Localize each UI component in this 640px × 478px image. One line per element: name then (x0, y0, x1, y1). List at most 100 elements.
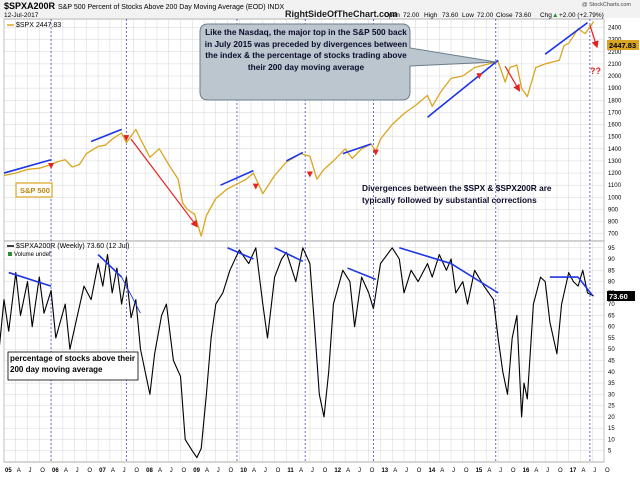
price-y-tick-label: 2100 (608, 62, 622, 68)
indicator-divergence-line (450, 262, 499, 294)
price-divergence-line (342, 143, 372, 155)
indicator-y-tick-label: 95 (608, 246, 615, 252)
divergence-lines (3, 21, 593, 314)
chg-value: +2.00 (+2.79%) (559, 12, 604, 19)
chg-up-icon: ▲ (552, 12, 558, 19)
x-tick-label: 08 (146, 468, 153, 474)
x-tick-label: J (217, 468, 220, 474)
x-tick-label: O (181, 468, 186, 474)
x-tick-label: O (511, 468, 516, 474)
divergence-note: Divergences between the $SPX & $SPX200R … (362, 183, 552, 205)
x-tick-label: J (311, 468, 314, 474)
x-tick-label: A (393, 468, 397, 474)
volume-legend: Volume undef (14, 252, 51, 258)
low-label: Low (462, 12, 474, 19)
correction-arrow (130, 138, 198, 228)
price-divergence-line (544, 21, 589, 55)
red-down-arrow-icon (372, 149, 379, 156)
x-tick-label: J (170, 468, 173, 474)
symbol: $SPXA200R (4, 1, 56, 11)
x-tick-label: 15 (476, 468, 483, 474)
price-legend: $SPX 2447.83 (16, 22, 61, 29)
indicator-last-badge (607, 291, 635, 301)
x-tick-label: J (76, 468, 79, 474)
chg-label: Chg (540, 12, 552, 19)
x-tick-label: J (593, 468, 596, 474)
attribution: @ StockCharts.com (582, 2, 631, 8)
red-down-arrow-icon (476, 73, 483, 80)
x-tick-label: J (123, 468, 126, 474)
x-tick-label: A (64, 468, 68, 474)
watermark: RightSideOfTheChart.com (285, 9, 398, 19)
price-divergence-line (220, 169, 254, 186)
x-tick-label: O (417, 468, 422, 474)
price-y-tick-label: 1200 (608, 171, 622, 177)
price-divergence-line (90, 128, 122, 143)
open-value: 72.00 (403, 12, 420, 19)
red-down-arrow-icon (252, 183, 259, 190)
indicator-y-tick-label: 20 (608, 415, 615, 421)
sp500-label: S&P 500 (20, 186, 50, 195)
x-axis: 05 A J O 06 A J O 07 A J O 08 A J O 09 A J O 10 A J O 11 A J O 12 A J O… (5, 468, 610, 474)
x-tick-label: O (370, 468, 375, 474)
indicator-divergence-line (97, 253, 123, 278)
divergence-note-wrap: Divergences between the $SPX & $SPX200R … (362, 183, 552, 205)
high-label: High (424, 12, 438, 19)
callout-bubble (199, 23, 497, 101)
x-tick-label: 10 (240, 468, 247, 474)
x-tick-label: 14 (429, 468, 436, 474)
x-tick-label: O (87, 468, 92, 474)
quote-readout: Open 72.00 High 73.60 Low 72.00 Close 73… (384, 12, 604, 19)
x-tick-label: J (452, 468, 455, 474)
x-tick-label: J (499, 468, 502, 474)
high-value: 73.60 (442, 12, 459, 19)
indicator-y-tick-label: 60 (608, 325, 615, 331)
indicator-y-tick-label: 90 (608, 257, 615, 263)
indicator-divergence-line (8, 271, 52, 287)
volume-legend-swatch (8, 252, 12, 256)
x-tick-label: 07 (99, 468, 106, 474)
x-tick-label: 16 (523, 468, 530, 474)
x-tick-label: J (405, 468, 408, 474)
indicator-y-tick-label: 15 (608, 426, 615, 432)
indicator-y-tick-label: 40 (608, 370, 615, 376)
price-y-tick-label: 1900 (608, 86, 622, 92)
indicator-y-tick-label: 35 (608, 381, 615, 387)
indicator-y-tick-label: 5 (608, 449, 612, 455)
indicator-last-value: 73.60 (609, 292, 628, 301)
indicator-legend: $SPXA200R (Weekly) 73.60 (12 Jul) (16, 243, 129, 250)
x-tick-label: O (229, 468, 234, 474)
x-tick-label: 17 (570, 468, 577, 474)
red-down-arrow-icon (123, 135, 130, 142)
price-y-tick-label: 900 (608, 207, 619, 213)
x-tick-label: A (581, 468, 585, 474)
close-value: 73.60 (515, 12, 532, 19)
price-y-tick-label: 1700 (608, 110, 622, 116)
callout-text-wrap: Like the Nasdaq, the major top in the S&… (205, 27, 407, 72)
x-tick-label: O (40, 468, 45, 474)
low-value: 72.00 (477, 12, 494, 19)
pct-label-box (7, 351, 139, 381)
price-y-tick-label: 1600 (608, 123, 622, 129)
spxa200r-line (0, 247, 594, 459)
x-tick-label: 06 (52, 468, 59, 474)
x-tick-label: A (252, 468, 256, 474)
indicator-divergence-line (274, 247, 304, 263)
price-y-tick-label: 800 (608, 220, 619, 226)
price-divergence-line (427, 59, 499, 118)
x-tick-label: J (29, 468, 32, 474)
pct-label: percentage of stocks above their 200 day… (10, 354, 135, 374)
indicator-divergence-line-thin (121, 276, 141, 314)
x-tick-label: A (299, 468, 303, 474)
indicator-y-tick-label: 80 (608, 280, 615, 286)
indicator-y-tick-label: 65 (608, 313, 615, 319)
x-tick-label: A (487, 468, 491, 474)
indicator-divergence-line (577, 276, 593, 296)
indicator-y-tick-label: 85 (608, 268, 615, 274)
x-tick-label: J (358, 468, 361, 474)
correction-arrows (48, 24, 599, 228)
x-tick-label: A (440, 468, 444, 474)
price-divergence-line (285, 151, 304, 162)
correction-arrow (589, 24, 599, 49)
